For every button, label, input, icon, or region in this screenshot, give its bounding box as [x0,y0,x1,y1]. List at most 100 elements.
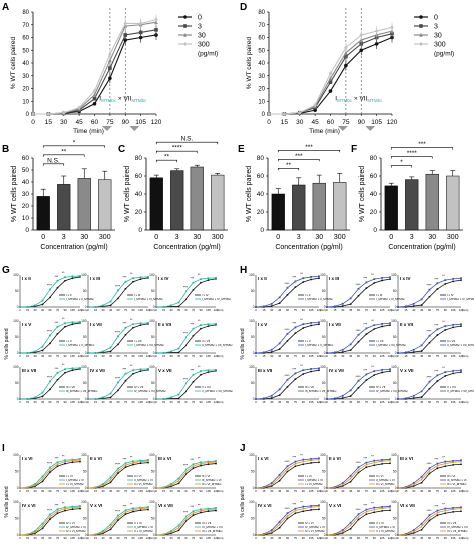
y-tick-label: 0 [17,533,19,537]
point [109,392,112,395]
point [170,396,172,399]
x-tick-label: 3 [297,234,301,241]
x-tick-label: 45 [41,489,45,493]
point [302,460,305,463]
point [139,276,142,279]
x-tick-label: 90 [131,536,135,540]
y-tick-label: 60 [257,173,265,180]
y-tick-label: 0 [138,227,142,234]
point [207,461,210,464]
x-unit-label: (min) [217,308,223,312]
point [349,343,352,346]
x-tick-label: 105 [138,308,143,312]
point [49,342,51,345]
point [262,485,265,489]
legend-label: VI x VII [447,521,457,525]
x-tick-label: 120 [146,308,151,312]
bar-3 [405,179,419,231]
panel-letter-J: J [240,443,246,454]
point [444,283,447,285]
point [262,397,265,400]
x-tick-label: 90 [63,400,67,404]
point [132,326,134,329]
point [460,277,462,280]
point-3 [154,28,158,32]
x-tick-label: 120 [459,489,464,493]
significance-label: ** [62,363,65,367]
y-tick-label: 50 [251,381,255,385]
y-tick-label: 60 [22,155,30,162]
panel-E: E 0 20 40 60 80 0 3 30 300 Concentration (pg/ml) % … [238,144,350,251]
point [255,306,257,308]
point [357,513,360,516]
point [200,464,202,467]
y-tick-label: 100 [249,365,255,369]
y-axis-label: % WT cells paired [246,166,253,222]
significance-label: ** [442,366,445,370]
significance-label: **** [172,145,183,152]
x-tick-label: 90 [373,536,377,540]
significance-bracket [155,159,178,163]
subplot-title: VI x VII [400,503,415,508]
point [302,463,305,466]
point [124,379,127,382]
point [200,462,202,465]
x-tick-label: 75 [124,536,128,540]
panel-letter-B: B [2,144,9,155]
point [215,460,217,463]
subplot-title: II x VII [400,322,413,327]
significance-label: **** [356,461,362,465]
x-tick-label: 105 [309,536,314,540]
point [49,388,51,391]
point [71,275,74,278]
significance-label: *** [292,275,296,279]
point [109,525,112,528]
subplot-I x V: 0501000 15 30 45 60 75 90 105 120(min)I x V*****… [249,318,334,358]
x-tick-label: 90 [199,308,203,312]
x-unit-label: (min) [217,489,223,493]
point [318,367,320,370]
point [117,297,119,300]
x-tick-label: 45 [349,308,353,312]
point [412,529,415,531]
point [349,474,352,477]
legend-label: I_MTMbc x VII_MTMbc [134,343,165,347]
x-tick-label: 90 [131,354,135,358]
point [185,520,187,523]
x-tick-label: 105 [371,119,382,126]
panel-letter-A: A [2,2,9,13]
significance-label: *** [305,144,313,151]
significance-bracket [277,159,320,162]
point [420,390,423,393]
point [349,521,352,524]
point [262,305,265,308]
subplot-II x VII: 0501000 15 30 45 60 75 90 105 120(min)II x VII**… [149,319,233,358]
point [177,477,180,480]
point [41,522,44,525]
point [26,533,29,536]
point [397,486,399,489]
point [79,507,81,510]
subplot-I x III: 0501000 15 30 45 60 75 90 105 120(min)I x III***… [81,272,163,312]
significance-label: ** [371,319,374,323]
legend-label: II_MTMbc x VI [376,478,395,482]
y-tick-label: 60 [135,173,143,180]
x-tick-label: 60 [357,536,361,540]
point [215,322,217,325]
point [412,305,415,307]
x-tick-label: 30 [101,354,105,358]
x-tick-label: 45 [177,400,181,404]
point [365,373,368,376]
subplot-title: II x VI [329,456,341,461]
annotation-text: × VII [116,96,132,103]
arrow-icon [337,126,348,131]
subplot-title: I x IV [158,276,169,281]
point [207,277,210,280]
point [444,460,447,463]
x-tick-label: 0 [276,234,280,241]
significance-label: ** [300,272,303,276]
point [49,471,51,474]
point [302,507,305,510]
legend-label-30: 30 [434,33,442,40]
x-tick-label: 120 [214,400,219,404]
